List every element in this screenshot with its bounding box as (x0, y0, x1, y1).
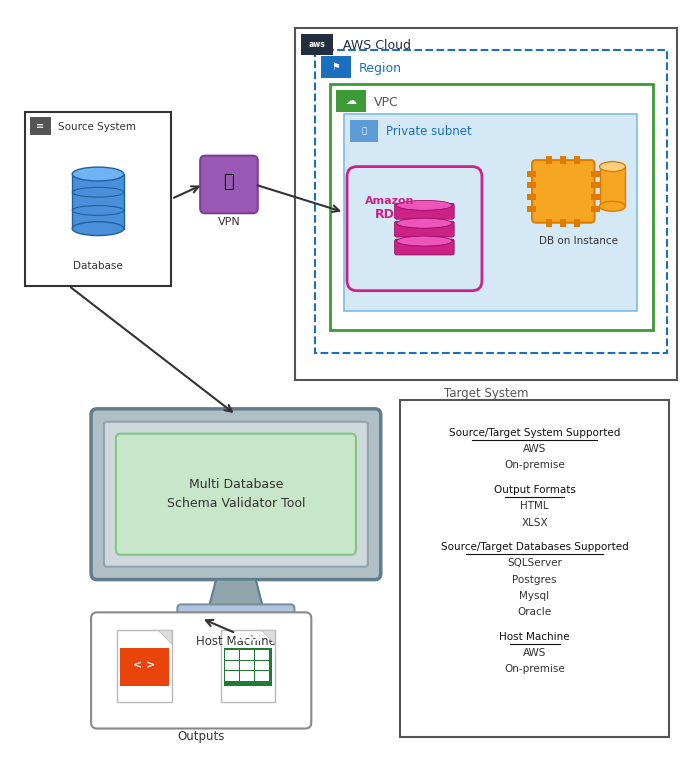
Bar (591, 171, 599, 177)
Bar (29, 117, 51, 135)
Text: Mysql: Mysql (519, 591, 550, 601)
FancyBboxPatch shape (395, 222, 454, 237)
Polygon shape (158, 630, 172, 644)
Ellipse shape (397, 218, 452, 229)
Bar (120, 648, 169, 686)
Bar (118, 630, 172, 702)
Polygon shape (261, 630, 275, 644)
Text: Source/Target System Supported: Source/Target System Supported (449, 428, 620, 438)
Text: HTML: HTML (130, 633, 160, 643)
Bar (591, 195, 599, 201)
Text: 🔒: 🔒 (223, 174, 235, 191)
FancyBboxPatch shape (91, 409, 381, 580)
Text: Multi Database
Schema Validator Tool: Multi Database Schema Validator Tool (167, 478, 305, 510)
Bar (315, 50, 668, 354)
Polygon shape (209, 580, 263, 608)
Bar (547, 156, 552, 164)
Bar (256, 650, 269, 660)
Bar (220, 630, 275, 702)
Text: 🔒: 🔒 (361, 127, 366, 135)
Bar (302, 33, 333, 56)
Ellipse shape (397, 236, 452, 246)
Bar (574, 218, 580, 227)
Text: XLSX: XLSX (234, 633, 262, 643)
Bar (547, 218, 552, 227)
Text: aws: aws (309, 40, 326, 49)
Bar (330, 84, 652, 330)
Bar (240, 672, 254, 681)
Bar (295, 28, 678, 380)
FancyBboxPatch shape (104, 422, 368, 567)
Text: RDS: RDS (375, 208, 404, 221)
Text: ⚑: ⚑ (332, 63, 340, 73)
Bar (560, 218, 566, 227)
Bar (560, 156, 566, 164)
Text: DB on Instance: DB on Instance (539, 235, 617, 245)
FancyBboxPatch shape (116, 434, 356, 555)
Bar (527, 206, 536, 212)
Text: AWS Cloud: AWS Cloud (343, 39, 411, 52)
Bar (240, 650, 254, 660)
Bar (591, 182, 599, 188)
Text: Oracle: Oracle (517, 608, 552, 618)
Ellipse shape (72, 222, 124, 235)
Text: Target System: Target System (444, 388, 528, 401)
Ellipse shape (599, 201, 625, 212)
Bar (256, 661, 269, 670)
Bar (223, 648, 272, 686)
Text: Output Formats: Output Formats (494, 485, 575, 495)
Bar (574, 156, 580, 164)
Text: VPN: VPN (218, 217, 240, 227)
Bar (527, 171, 536, 177)
Text: Amazon: Amazon (365, 196, 414, 206)
Text: Postgres: Postgres (512, 574, 556, 584)
Bar (599, 167, 625, 206)
FancyBboxPatch shape (395, 203, 454, 219)
Text: HTML: HTML (520, 501, 549, 511)
Text: Database: Database (73, 261, 123, 271)
Bar (527, 195, 536, 201)
Text: Source/Target Databases Supported: Source/Target Databases Supported (440, 542, 629, 552)
Text: AWS: AWS (523, 444, 546, 454)
Text: VPC: VPC (374, 96, 398, 109)
Ellipse shape (599, 161, 625, 171)
Text: On-premise: On-premise (504, 460, 565, 470)
Text: Outputs: Outputs (178, 730, 225, 743)
Bar (344, 114, 637, 310)
FancyBboxPatch shape (395, 239, 454, 255)
Bar (350, 120, 378, 142)
Bar (400, 400, 669, 737)
Text: On-premise: On-premise (504, 665, 565, 675)
Text: Region: Region (359, 62, 402, 75)
Text: Host Machine: Host Machine (196, 635, 276, 648)
Bar (225, 650, 239, 660)
Text: Host Machine: Host Machine (499, 631, 570, 642)
Bar (591, 206, 599, 212)
FancyBboxPatch shape (532, 160, 594, 222)
Bar (240, 661, 254, 670)
Bar (527, 182, 536, 188)
Ellipse shape (397, 201, 452, 210)
Bar (72, 174, 124, 229)
FancyBboxPatch shape (200, 156, 258, 213)
Text: SQLServer: SQLServer (507, 558, 562, 568)
Text: AWS: AWS (523, 648, 546, 658)
Bar (225, 672, 239, 681)
Bar (25, 112, 172, 286)
Text: ☁: ☁ (345, 96, 356, 106)
Text: Source System: Source System (58, 122, 136, 132)
Bar (225, 661, 239, 670)
Text: < >: < > (134, 660, 156, 670)
Text: ≡: ≡ (36, 121, 45, 131)
Text: XLSX: XLSX (522, 517, 548, 527)
FancyBboxPatch shape (177, 604, 295, 632)
FancyBboxPatch shape (91, 612, 312, 729)
Bar (336, 90, 366, 112)
Ellipse shape (72, 167, 124, 181)
Bar (256, 672, 269, 681)
Bar (321, 56, 351, 78)
Text: Private subnet: Private subnet (386, 125, 472, 138)
